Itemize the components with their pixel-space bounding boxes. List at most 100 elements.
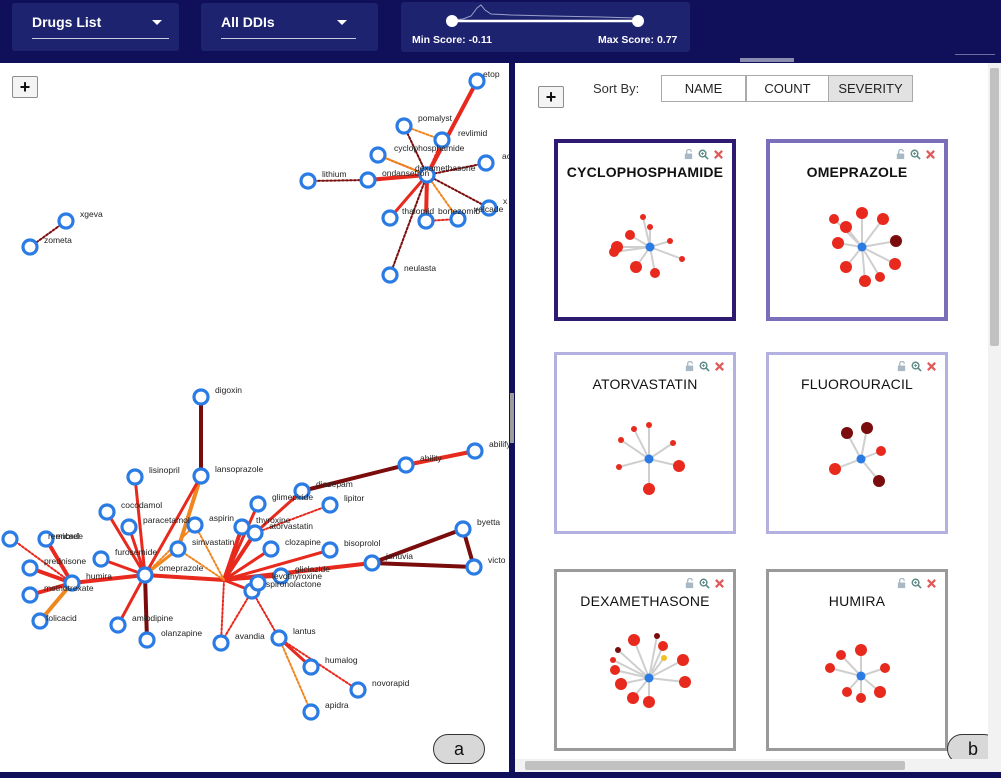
drug-node-neulasta[interactable] (381, 266, 399, 284)
drug-node-thalomid[interactable] (381, 209, 399, 227)
drug-node-apidra[interactable] (302, 703, 320, 721)
edge[interactable] (426, 162, 487, 176)
drug-node-ondansetron[interactable] (359, 171, 377, 189)
edge[interactable] (222, 548, 332, 582)
drug-node-xgeva[interactable] (57, 212, 75, 230)
zoom-in-icon[interactable] (698, 149, 709, 160)
drug-card[interactable]: CYCLOPHOSPHAMIDE (554, 139, 736, 321)
drug-node-bisoprolol[interactable] (321, 541, 339, 559)
ddi-filter-select[interactable]: All DDIs (201, 3, 378, 51)
drug-node-paracetamol[interactable] (120, 518, 138, 536)
network-zoom-button[interactable]: + (12, 76, 38, 98)
drug-card[interactable]: OMEPRAZOLE (766, 139, 948, 321)
score-range-slider[interactable]: Min Score: -0.11 Max Score: 0.77 (401, 2, 690, 52)
edge[interactable] (11, 538, 73, 584)
edge[interactable] (222, 547, 273, 582)
edge[interactable] (300, 463, 408, 493)
edge[interactable] (143, 573, 226, 582)
zoom-in-icon[interactable] (699, 361, 710, 372)
unlock-icon[interactable] (684, 361, 695, 372)
cards-zoom-button[interactable]: + (538, 86, 564, 108)
drug-node-dexamethasone[interactable] (418, 166, 436, 184)
unlock-icon[interactable] (683, 149, 694, 160)
edge[interactable] (116, 573, 147, 627)
drug-node-methotrexate[interactable] (21, 586, 39, 604)
drug-card[interactable]: DEXAMETHASONE (554, 569, 736, 751)
edge[interactable] (278, 637, 312, 713)
drug-node-prednisone[interactable] (21, 559, 39, 577)
unlock-icon[interactable] (895, 149, 906, 160)
close-icon[interactable] (714, 361, 725, 372)
drug-node-victo[interactable] (465, 558, 483, 576)
edge[interactable] (426, 174, 459, 220)
drug-node-enbrel[interactable] (37, 530, 55, 548)
zoom-in-icon[interactable] (911, 361, 922, 372)
drug-node-ac[interactable] (477, 154, 495, 172)
drug-node-velcade[interactable] (449, 210, 467, 228)
drug-node-lisinopril[interactable] (126, 468, 144, 486)
drug-node-x[interactable] (480, 199, 498, 217)
max-score-handle[interactable] (632, 15, 644, 27)
drug-card[interactable]: HUMIRA (766, 569, 948, 751)
edge[interactable] (403, 125, 428, 176)
drug-card[interactable]: ATORVASTATIN (554, 352, 736, 534)
edge[interactable] (377, 154, 428, 176)
drug-node-diazepam[interactable] (293, 482, 311, 500)
zoom-in-icon[interactable] (910, 149, 921, 160)
close-icon[interactable] (926, 578, 937, 589)
edge[interactable] (143, 474, 203, 577)
sort-severity-button[interactable]: SEVERITY (828, 75, 913, 102)
edge[interactable] (370, 561, 476, 569)
zoom-in-icon[interactable] (911, 578, 922, 589)
unlock-icon[interactable] (896, 578, 907, 589)
edge[interactable] (254, 504, 331, 534)
drug-node-januvia[interactable] (363, 554, 381, 572)
drug-card[interactable]: FLUOROURACIL (766, 352, 948, 534)
drug-node-lipitor[interactable] (321, 496, 339, 514)
score-distribution-slider[interactable] (401, 2, 690, 34)
drug-node-bortezomib[interactable] (417, 212, 435, 230)
close-icon[interactable] (714, 578, 725, 589)
edge[interactable] (425, 79, 479, 177)
edge[interactable] (370, 527, 465, 565)
drug-node-humalog[interactable] (302, 658, 320, 676)
edge[interactable] (366, 173, 429, 182)
close-icon[interactable] (926, 361, 937, 372)
drug-node-abilify[interactable] (466, 442, 484, 460)
drug-node-cyclophosphamide[interactable] (369, 146, 387, 164)
drug-node-amlodipine[interactable] (109, 616, 127, 634)
zoom-in-icon[interactable] (699, 578, 710, 589)
drug-node-omeprazole[interactable] (136, 566, 154, 584)
drug-node-cocodamol[interactable] (98, 503, 116, 521)
drug-node-digoxin[interactable] (192, 388, 210, 406)
vertical-scrollbar-thumb[interactable] (990, 68, 999, 346)
drug-node-humira[interactable] (63, 574, 81, 592)
drug-node-olanzapine[interactable] (138, 631, 156, 649)
panel-divider[interactable] (509, 63, 515, 772)
edge[interactable] (222, 561, 374, 582)
edge[interactable] (133, 475, 147, 577)
drugs-list-select[interactable]: Drugs List (12, 3, 179, 51)
drug-node-avandia[interactable] (212, 634, 230, 652)
network-nodes[interactable] (1, 72, 498, 721)
edge[interactable] (222, 531, 257, 582)
unlock-icon[interactable] (684, 578, 695, 589)
edge[interactable] (105, 510, 147, 577)
drug-node-ability[interactable] (397, 456, 415, 474)
drug-node-revlimid[interactable] (433, 131, 451, 149)
edge[interactable] (194, 524, 225, 581)
edge[interactable] (251, 590, 280, 639)
drug-node-byetta[interactable] (454, 520, 472, 538)
edge[interactable] (220, 590, 253, 644)
drug-node-furosemide[interactable] (92, 550, 110, 568)
sort-name-button[interactable]: NAME (661, 75, 746, 102)
drug-node-glimepiride[interactable] (249, 495, 267, 513)
drug-node-gliclazide[interactable] (272, 567, 290, 585)
drug-node-remicade[interactable] (1, 530, 19, 548)
edge[interactable] (143, 573, 149, 642)
edge[interactable] (253, 489, 304, 535)
drug-node-aspirin[interactable] (186, 516, 204, 534)
drug-node-novorapid[interactable] (349, 681, 367, 699)
horizontal-scrollbar-thumb[interactable] (525, 761, 905, 770)
edge[interactable] (426, 174, 490, 209)
